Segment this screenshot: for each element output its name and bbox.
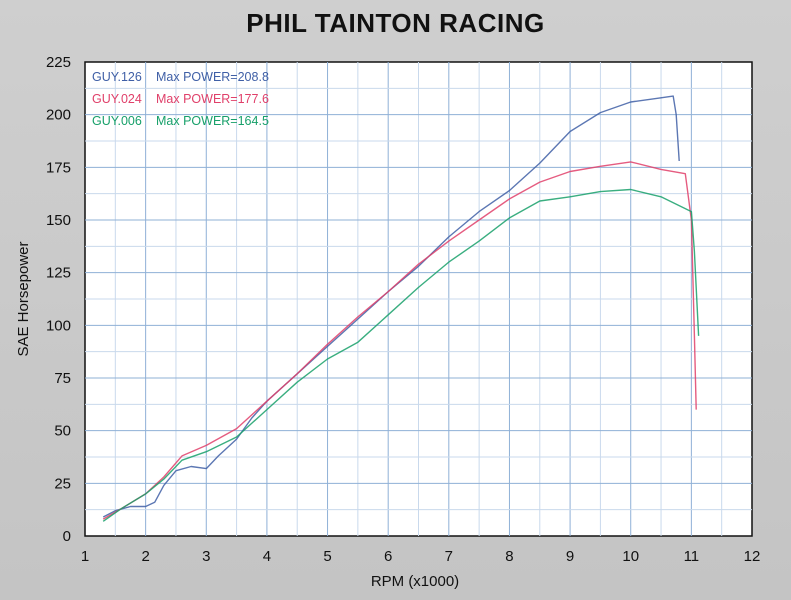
x-tick-label: 5 <box>323 548 331 565</box>
y-tick-label: 225 <box>46 54 71 71</box>
x-axis-label: RPM (x1000) <box>371 573 459 590</box>
legend-max-power: Max POWER=177.6 <box>156 92 269 106</box>
legend-max-power: Max POWER=208.8 <box>156 70 269 84</box>
legend-series-name: GUY.126 <box>92 70 142 84</box>
x-tick-label: 10 <box>622 548 639 565</box>
x-tick-label: 9 <box>566 548 574 565</box>
y-tick-label: 125 <box>46 265 71 282</box>
y-tick-label: 200 <box>46 107 71 124</box>
legend-max-power: Max POWER=164.5 <box>156 114 269 128</box>
x-tick-label: 1 <box>81 548 89 565</box>
y-axis-label: SAE Horsepower <box>15 241 32 356</box>
y-tick-label: 75 <box>54 370 71 387</box>
x-tick-label: 6 <box>384 548 392 565</box>
x-tick-label: 2 <box>141 548 149 565</box>
x-tick-label: 8 <box>505 548 513 565</box>
chart-title: PHIL TAINTON RACING <box>246 8 545 38</box>
series-line-guy-126 <box>102 95 680 518</box>
legend-series-name: GUY.024 <box>92 92 142 106</box>
y-tick-label: 150 <box>46 212 71 229</box>
x-tick-label: 3 <box>202 548 210 565</box>
x-tick-label: 4 <box>263 548 271 565</box>
series-line-guy-024 <box>102 161 697 520</box>
series-lines <box>102 95 700 522</box>
legend: GUY.126 Max POWER=208.8 GUY.024 Max POWER=1… <box>92 70 269 128</box>
grid <box>85 62 752 536</box>
y-tick-label: 175 <box>46 159 71 176</box>
series-line-guy-006 <box>102 188 700 522</box>
y-tick-label: 100 <box>46 317 71 334</box>
x-tick-label: 7 <box>445 548 453 565</box>
x-tick-label: 11 <box>684 548 700 565</box>
y-tick-label: 50 <box>54 423 71 440</box>
legend-series-name: GUY.006 <box>92 114 142 128</box>
y-tick-label: 25 <box>54 475 71 492</box>
y-tick-label: 0 <box>63 528 71 545</box>
x-tick-label: 12 <box>744 548 761 565</box>
